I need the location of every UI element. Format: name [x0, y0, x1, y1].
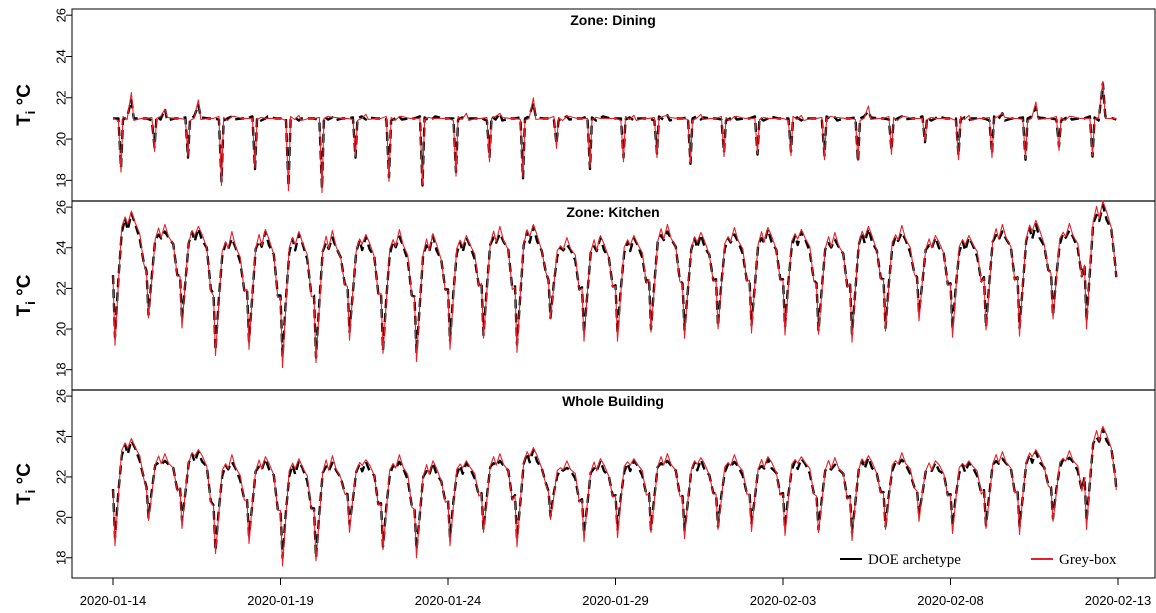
y-axis-label: Ti °C [14, 463, 38, 505]
x-tick-label: 2020-02-08 [917, 593, 984, 608]
series-line-grey-box [112, 200, 1117, 369]
panel-zone-kitchen: 18 20 22 24 26 Zone: Kitchen Ti °C [14, 200, 1155, 377]
series-line-doe-archetype [111, 427, 1118, 559]
legend-label-grey-box: Grey-box [1059, 552, 1117, 568]
y-axis-label: Ti °C [14, 274, 38, 316]
panel-title: Whole Building [562, 393, 664, 409]
figure-frame [71, 8, 1156, 579]
y-tick-label: 26 [54, 200, 69, 214]
x-tick-label: 2020-01-24 [415, 593, 482, 608]
panel-title: Zone: Dining [570, 12, 656, 28]
x-tick-label: 2020-01-29 [582, 593, 649, 608]
y-tick-label: 22 [54, 470, 69, 484]
y-tick-label: 24 [54, 429, 69, 443]
series-line-grey-box [112, 425, 1117, 567]
y-tick-label: 18 [54, 173, 69, 187]
series-line-grey-box [112, 80, 1117, 194]
y-tick-label: 24 [54, 241, 69, 255]
y-tick-label: 18 [54, 551, 69, 565]
panel-zone-dining: 18 20 22 24 26 Zone: Dining Ti °C [14, 8, 1117, 194]
x-tick-label: 2020-02-13 [1085, 593, 1152, 608]
y-axis-label: Ti °C [14, 84, 38, 126]
series-line-doe-archetype [111, 203, 1118, 359]
series-line-doe-archetype [113, 82, 1117, 190]
y-tick-label: 20 [54, 132, 69, 146]
legend-label-doe-archetype: DOE archetype [868, 552, 961, 568]
x-tick-label: 2020-02-03 [750, 593, 817, 608]
legend: DOE archetype Grey-box [840, 552, 1117, 568]
y-tick-label: 26 [54, 389, 69, 403]
panel-whole-building: 18 20 22 24 26 Whole Building Ti °C 2020-01-14 2… [14, 389, 1155, 608]
y-tick-label: 20 [54, 322, 69, 336]
y-tick-label: 22 [54, 281, 69, 295]
y-tick-label: 24 [54, 49, 69, 63]
y-tick-label: 18 [54, 362, 69, 376]
x-tick-label: 2020-01-19 [247, 593, 314, 608]
y-tick-label: 26 [54, 8, 69, 22]
x-tick-label: 2020-01-14 [80, 593, 147, 608]
y-tick-label: 22 [54, 91, 69, 105]
panels-layer: 18 20 22 24 26 Zone: Dining Ti °C 18 20 22 24 26 Zon… [14, 8, 1156, 608]
y-tick-label: 20 [54, 510, 69, 524]
panel-title: Zone: Kitchen [566, 204, 659, 220]
